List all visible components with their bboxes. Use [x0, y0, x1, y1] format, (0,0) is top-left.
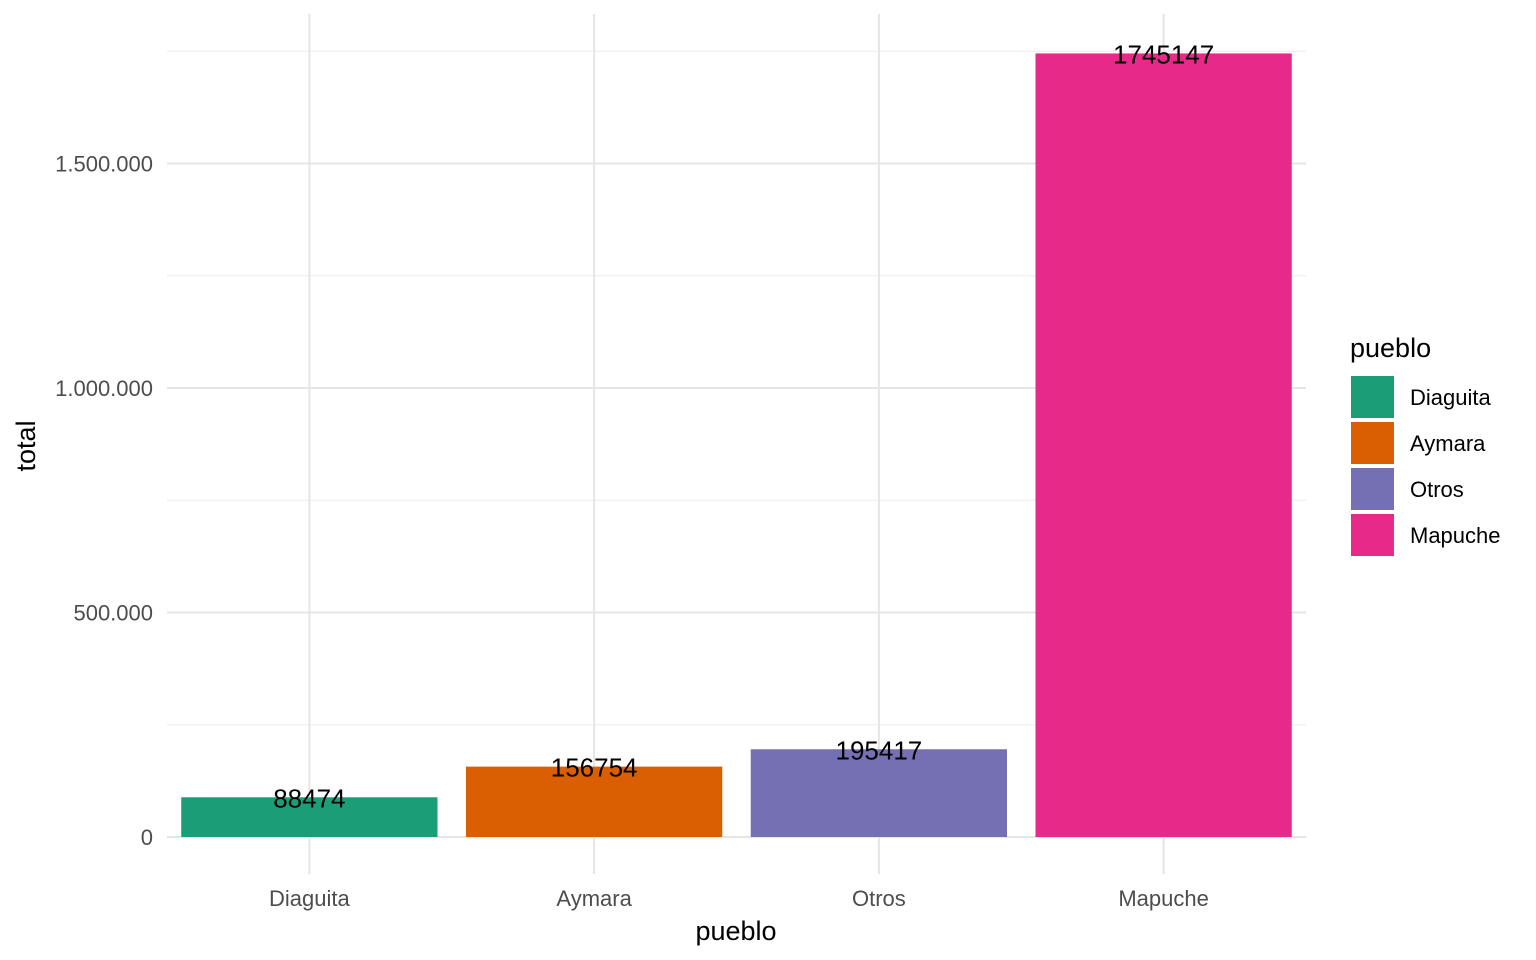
legend-label-diaguita: Diaguita — [1410, 385, 1491, 410]
y-axis-title: total — [11, 420, 41, 471]
legend-swatch-diaguita — [1351, 376, 1394, 418]
legend: pueblo Diaguita Aymara Otros Mapuche — [1350, 333, 1501, 556]
data-label-otros: 195417 — [835, 735, 922, 765]
x-axis-title: pueblo — [695, 916, 776, 946]
legend-label-mapuche: Mapuche — [1410, 523, 1501, 548]
data-label-mapuche: 1745147 — [1113, 39, 1214, 69]
x-axis-tick-labels: Diaguita Aymara Otros Mapuche — [269, 886, 1209, 911]
bar-aymara — [465, 766, 723, 837]
legend-label-otros: Otros — [1410, 477, 1464, 502]
bar-otros — [750, 749, 1008, 837]
data-label-diaguita: 88474 — [273, 783, 345, 813]
x-tick-label-mapuche: Mapuche — [1118, 886, 1209, 911]
y-tick-label: 1.500.000 — [55, 152, 153, 177]
legend-label-aymara: Aymara — [1410, 431, 1486, 456]
bars — [181, 53, 1292, 837]
x-tick-label-diaguita: Diaguita — [269, 886, 350, 911]
x-tick-label-otros: Otros — [852, 886, 906, 911]
bar-mapuche — [1035, 53, 1292, 837]
y-tick-label: 0 — [141, 825, 153, 850]
y-tick-label: 500.000 — [73, 601, 153, 626]
data-label-aymara: 156754 — [551, 753, 638, 783]
legend-items: Diaguita Aymara Otros Mapuche — [1351, 376, 1501, 556]
bar-diaguita — [181, 797, 438, 837]
legend-swatch-mapuche — [1351, 514, 1394, 556]
y-axis-tick-labels: 0 500.000 1.000.000 1.500.000 — [55, 152, 153, 851]
legend-swatch-otros — [1351, 468, 1394, 510]
data-labels: 88474 156754 195417 1745147 — [273, 39, 1214, 813]
y-tick-label: 1.000.000 — [55, 376, 153, 401]
legend-swatch-aymara — [1351, 422, 1394, 464]
legend-title: pueblo — [1350, 333, 1431, 363]
x-tick-label-aymara: Aymara — [556, 886, 632, 911]
